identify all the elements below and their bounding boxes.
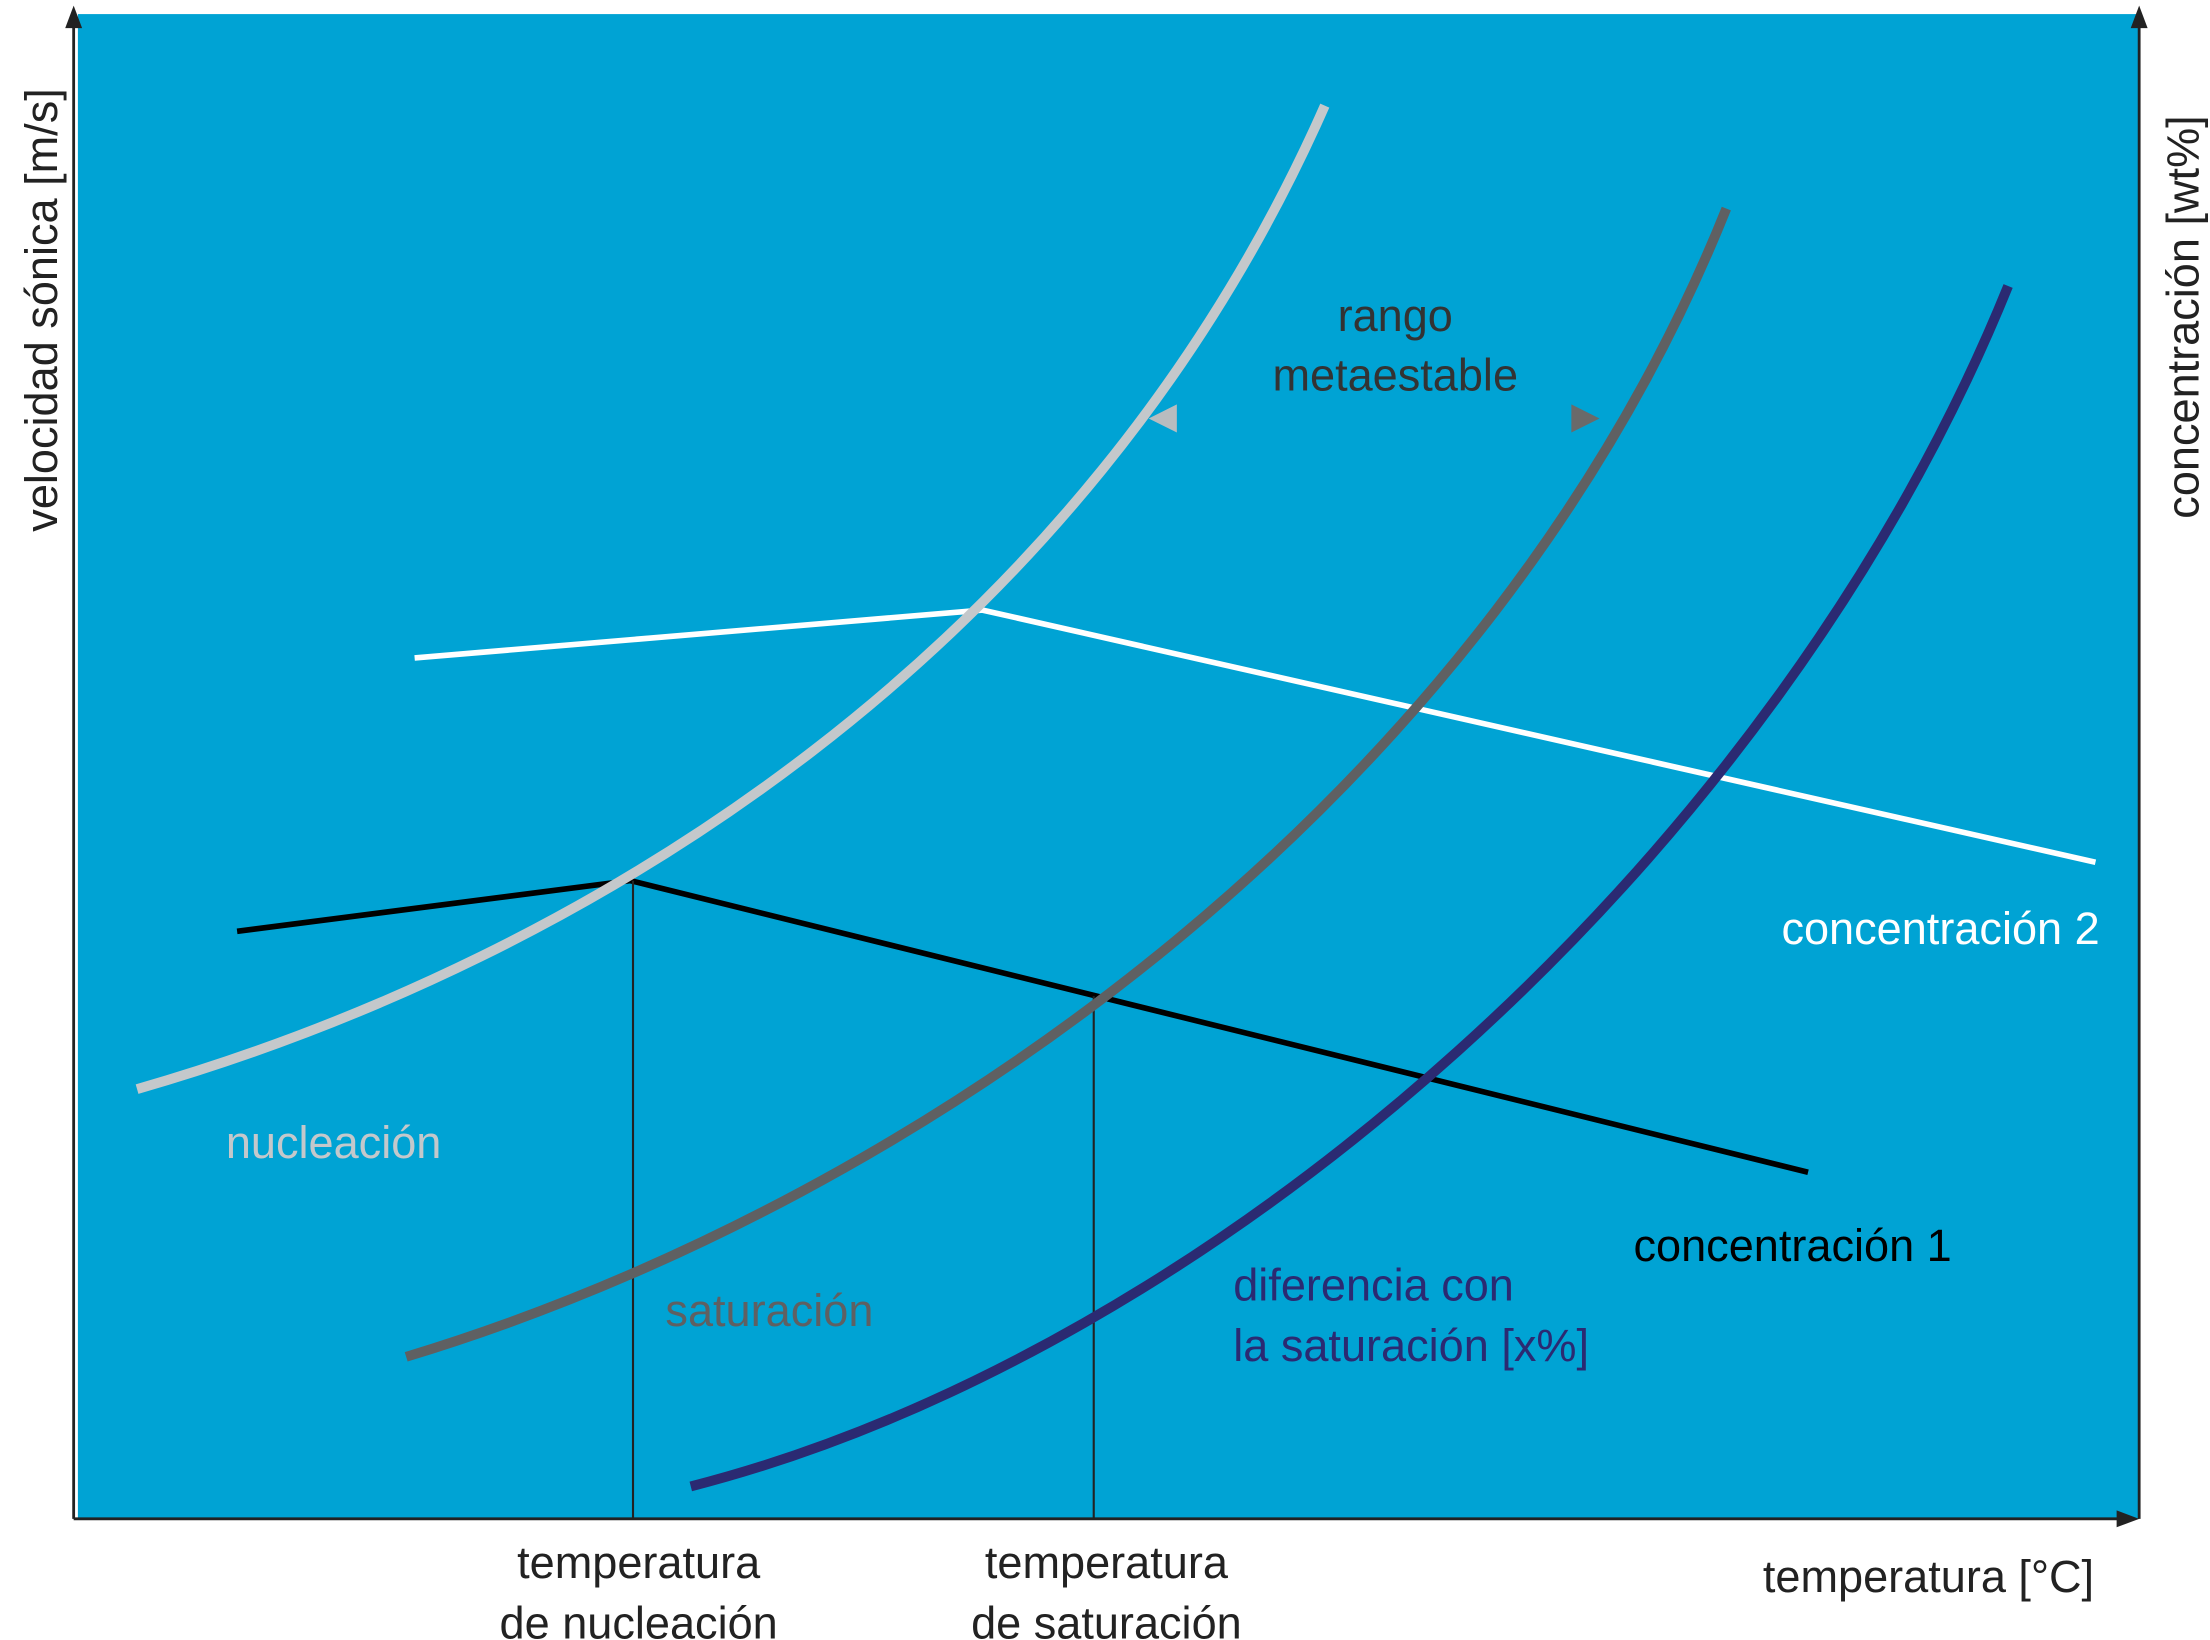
metastable-label: rango — [1338, 290, 1453, 341]
y-right-axis-label: concentración [wt%] — [2157, 115, 2208, 518]
nucleation-temperature-label: temperatura — [517, 1537, 761, 1588]
plot-background — [77, 14, 2140, 1519]
concentration-2-line — [414, 607, 2097, 866]
x-axis-label: temperatura [°C] — [1763, 1551, 2094, 1602]
metastable-label: metaestable — [1272, 349, 1518, 400]
difference-label: la saturación [x%] — [1233, 1320, 1589, 1371]
saturation-label: saturación — [665, 1285, 873, 1336]
concentration-2-label: concentración 2 — [1781, 903, 2099, 954]
metastable-arrow — [1148, 404, 1600, 433]
axes — [65, 5, 2148, 1528]
concentration-1-label: concentración 1 — [1634, 1220, 1952, 1271]
y-left-axis-label: velocidad sónica [m/s] — [16, 88, 67, 531]
saturation-temperature-label: de saturación — [971, 1598, 1242, 1640]
saturation-temperature-label: temperatura — [985, 1537, 1229, 1588]
nucleation-temperature-label: de nucleación — [500, 1598, 778, 1640]
difference-curve — [689, 284, 2013, 1492]
difference-label: diferencia con — [1233, 1259, 1514, 1310]
nucleation-curve — [135, 103, 1330, 1094]
nucleation-label: nucleación — [226, 1117, 442, 1168]
saturation-curve — [404, 206, 1731, 1362]
